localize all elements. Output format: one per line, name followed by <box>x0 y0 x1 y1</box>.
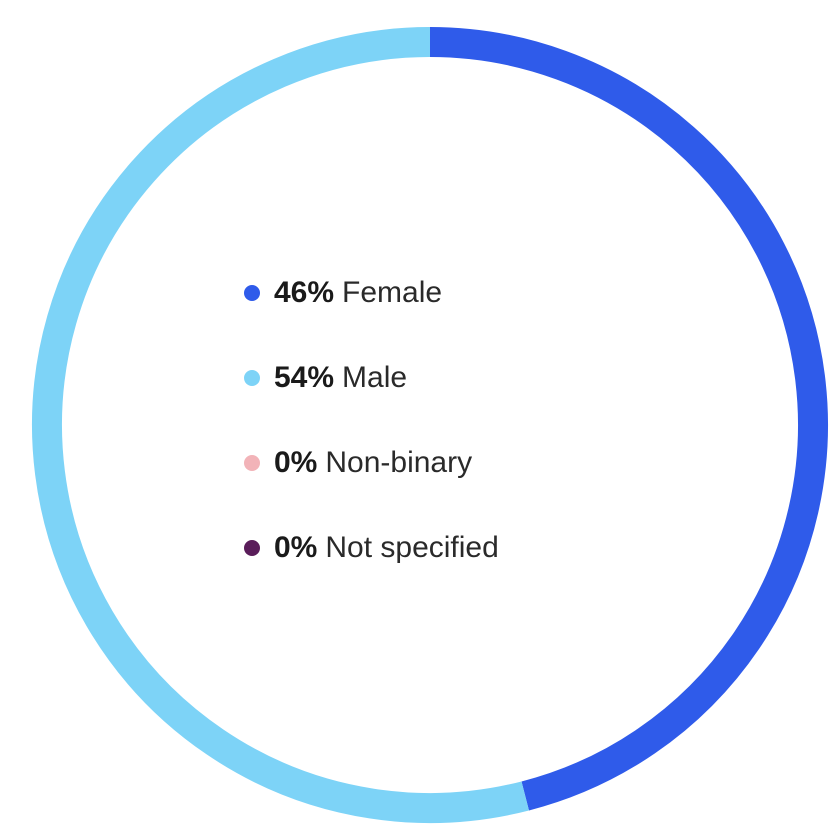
legend-label-female: Female <box>342 276 443 309</box>
legend-label-male: Male <box>342 361 408 394</box>
legend-label-not-specified: Not specified <box>325 531 499 564</box>
legend-value-female: 46% <box>274 276 335 309</box>
legend-item-male: 54% Male <box>244 353 499 403</box>
legend-swatch-non-binary <box>244 455 260 471</box>
legend-value-male: 54% <box>274 361 335 394</box>
legend-swatch-not-specified <box>244 540 260 556</box>
legend-value-not-specified: 0% <box>274 531 318 564</box>
chart-legend: 46% Female 54% Male 0% Non-binary 0% Not… <box>244 268 499 573</box>
legend-swatch-female <box>244 285 260 301</box>
legend-value-non-binary: 0% <box>274 446 318 479</box>
legend-swatch-male <box>244 370 260 386</box>
legend-label-non-binary: Non-binary <box>325 446 473 479</box>
legend-item-female: 46% Female <box>244 268 499 318</box>
legend-item-non-binary: 0% Non-binary <box>244 438 499 488</box>
legend-item-not-specified: 0% Not specified <box>244 523 499 573</box>
donut-segment-female <box>429 27 828 811</box>
donut-segment-male <box>32 27 529 823</box>
